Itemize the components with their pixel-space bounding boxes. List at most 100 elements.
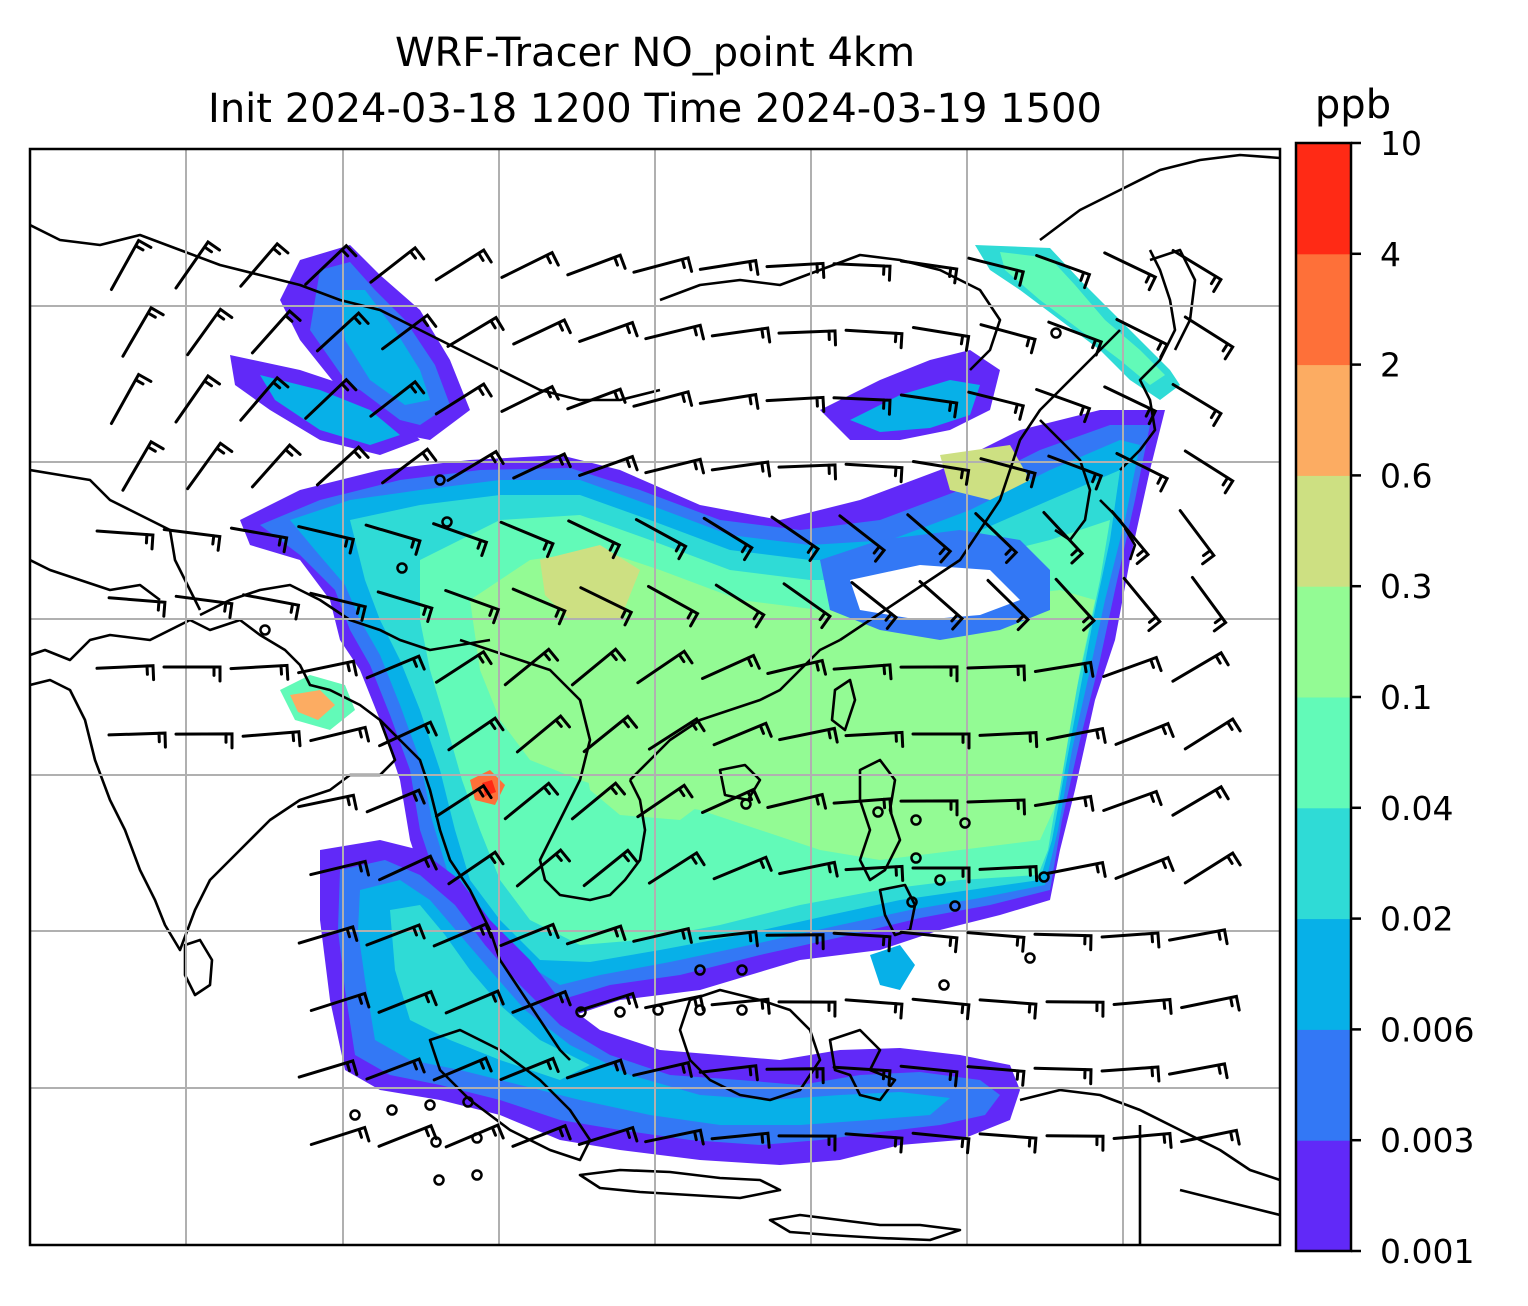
calm-wind-circle xyxy=(906,896,918,908)
wind-barb xyxy=(844,864,905,882)
wind-barb xyxy=(966,664,1026,682)
calm-wind-circle xyxy=(433,1174,445,1186)
wind-barb xyxy=(239,241,290,288)
wind-barb xyxy=(766,792,827,810)
wind-barb xyxy=(844,462,904,484)
wind-barb xyxy=(377,989,438,1014)
wind-barb xyxy=(365,788,426,814)
wind-barb xyxy=(174,373,221,424)
wind-barb xyxy=(832,262,892,282)
colorbar-swatch xyxy=(1296,253,1351,366)
wind-barb xyxy=(174,239,221,290)
colorbar-tick-label: 4 xyxy=(1380,235,1401,274)
wind-barb xyxy=(309,1125,371,1146)
calm-wind-circle xyxy=(259,624,271,636)
wind-barb xyxy=(446,449,505,482)
wind-barb xyxy=(499,520,555,559)
wind-barb xyxy=(499,1056,560,1081)
wind-barb xyxy=(309,991,371,1012)
wind-barb xyxy=(1183,717,1242,751)
wind-barb xyxy=(1100,931,1161,949)
colorbar-tick-label: 0.3 xyxy=(1380,567,1432,606)
wind-barb xyxy=(1114,855,1175,880)
wind-barb xyxy=(447,716,505,752)
wind-barb xyxy=(250,442,302,489)
wind-barb xyxy=(647,850,706,885)
wind-barb xyxy=(1168,928,1229,946)
wind-barb xyxy=(714,583,766,629)
wind-barb xyxy=(838,514,887,563)
wind-barb xyxy=(1102,655,1163,678)
wind-barb xyxy=(239,375,290,422)
wind-barb xyxy=(698,392,760,410)
wind-barb xyxy=(832,797,893,815)
calm-wind-circle xyxy=(949,900,961,912)
map-panel xyxy=(30,149,1280,1245)
wind-barb xyxy=(899,799,959,817)
colorbar-swatch xyxy=(1296,807,1351,920)
wind-barb xyxy=(444,589,501,625)
wind-barb xyxy=(832,1065,892,1087)
wind-barb xyxy=(434,382,493,416)
calm-wind-circle xyxy=(938,979,950,991)
wind-barb xyxy=(377,1123,438,1148)
wind-barb xyxy=(1168,1062,1229,1080)
wind-barb xyxy=(1054,577,1097,632)
wind-barb xyxy=(365,1057,426,1081)
wind-barb xyxy=(974,512,1019,564)
wind-barb xyxy=(899,1064,959,1088)
wind-barb xyxy=(162,665,222,683)
colorbar-swatch xyxy=(1296,918,1351,1030)
wind-barb xyxy=(503,781,560,821)
wind-barb xyxy=(1047,454,1104,491)
colorbar-swatch xyxy=(1296,1140,1351,1252)
calm-wind-circle xyxy=(934,874,946,886)
wind-barb xyxy=(899,393,959,419)
wind-barb xyxy=(850,581,899,630)
wind-barb xyxy=(899,665,959,683)
calm-wind-circle xyxy=(652,1004,664,1016)
wind-barb xyxy=(778,860,839,878)
wind-barb xyxy=(698,1064,759,1082)
wind-barb xyxy=(500,384,560,413)
wind-barb xyxy=(174,594,234,620)
wind-barb xyxy=(966,798,1026,816)
wind-barb xyxy=(162,528,222,552)
wind-barb xyxy=(1033,660,1095,678)
wind-barb xyxy=(381,313,438,351)
wind-barb xyxy=(446,315,505,348)
wind-barb xyxy=(578,320,639,343)
wind-barb xyxy=(918,580,965,631)
calm-wind-circle xyxy=(694,1004,706,1016)
wind-barb xyxy=(1047,320,1104,357)
wind-barb xyxy=(911,732,971,750)
calm-wind-circle xyxy=(740,798,752,810)
wind-barb xyxy=(636,783,694,819)
calm-wind-circle xyxy=(424,1099,436,1111)
calm-wind-circle xyxy=(910,852,922,864)
colorbar-tick-label: 2 xyxy=(1380,346,1401,385)
colorbar-swatch xyxy=(1296,586,1351,698)
wind-barb xyxy=(1180,1128,1241,1146)
wind-barb xyxy=(844,998,904,1020)
wind-barb xyxy=(1103,251,1158,292)
wind-barb xyxy=(777,463,837,481)
wind-barb xyxy=(1035,254,1092,290)
wind-barb xyxy=(304,377,358,420)
wind-barb xyxy=(844,730,905,748)
calm-wind-circle xyxy=(736,1004,748,1016)
wind-barb xyxy=(832,931,892,953)
wind-barb xyxy=(435,783,493,818)
wind-barb xyxy=(1190,575,1228,633)
wind-barb xyxy=(447,850,505,886)
wind-barb xyxy=(174,732,234,750)
wind-barb xyxy=(511,1123,572,1148)
wind-barb xyxy=(1115,452,1170,493)
wind-barb xyxy=(444,1123,505,1149)
wind-barb xyxy=(911,326,971,352)
wind-barb xyxy=(702,516,754,562)
colorbar-tick-label: 0.1 xyxy=(1380,678,1432,717)
wind-barb xyxy=(967,390,1026,421)
wind-barb xyxy=(777,1000,837,1018)
wind-barb xyxy=(378,720,438,748)
